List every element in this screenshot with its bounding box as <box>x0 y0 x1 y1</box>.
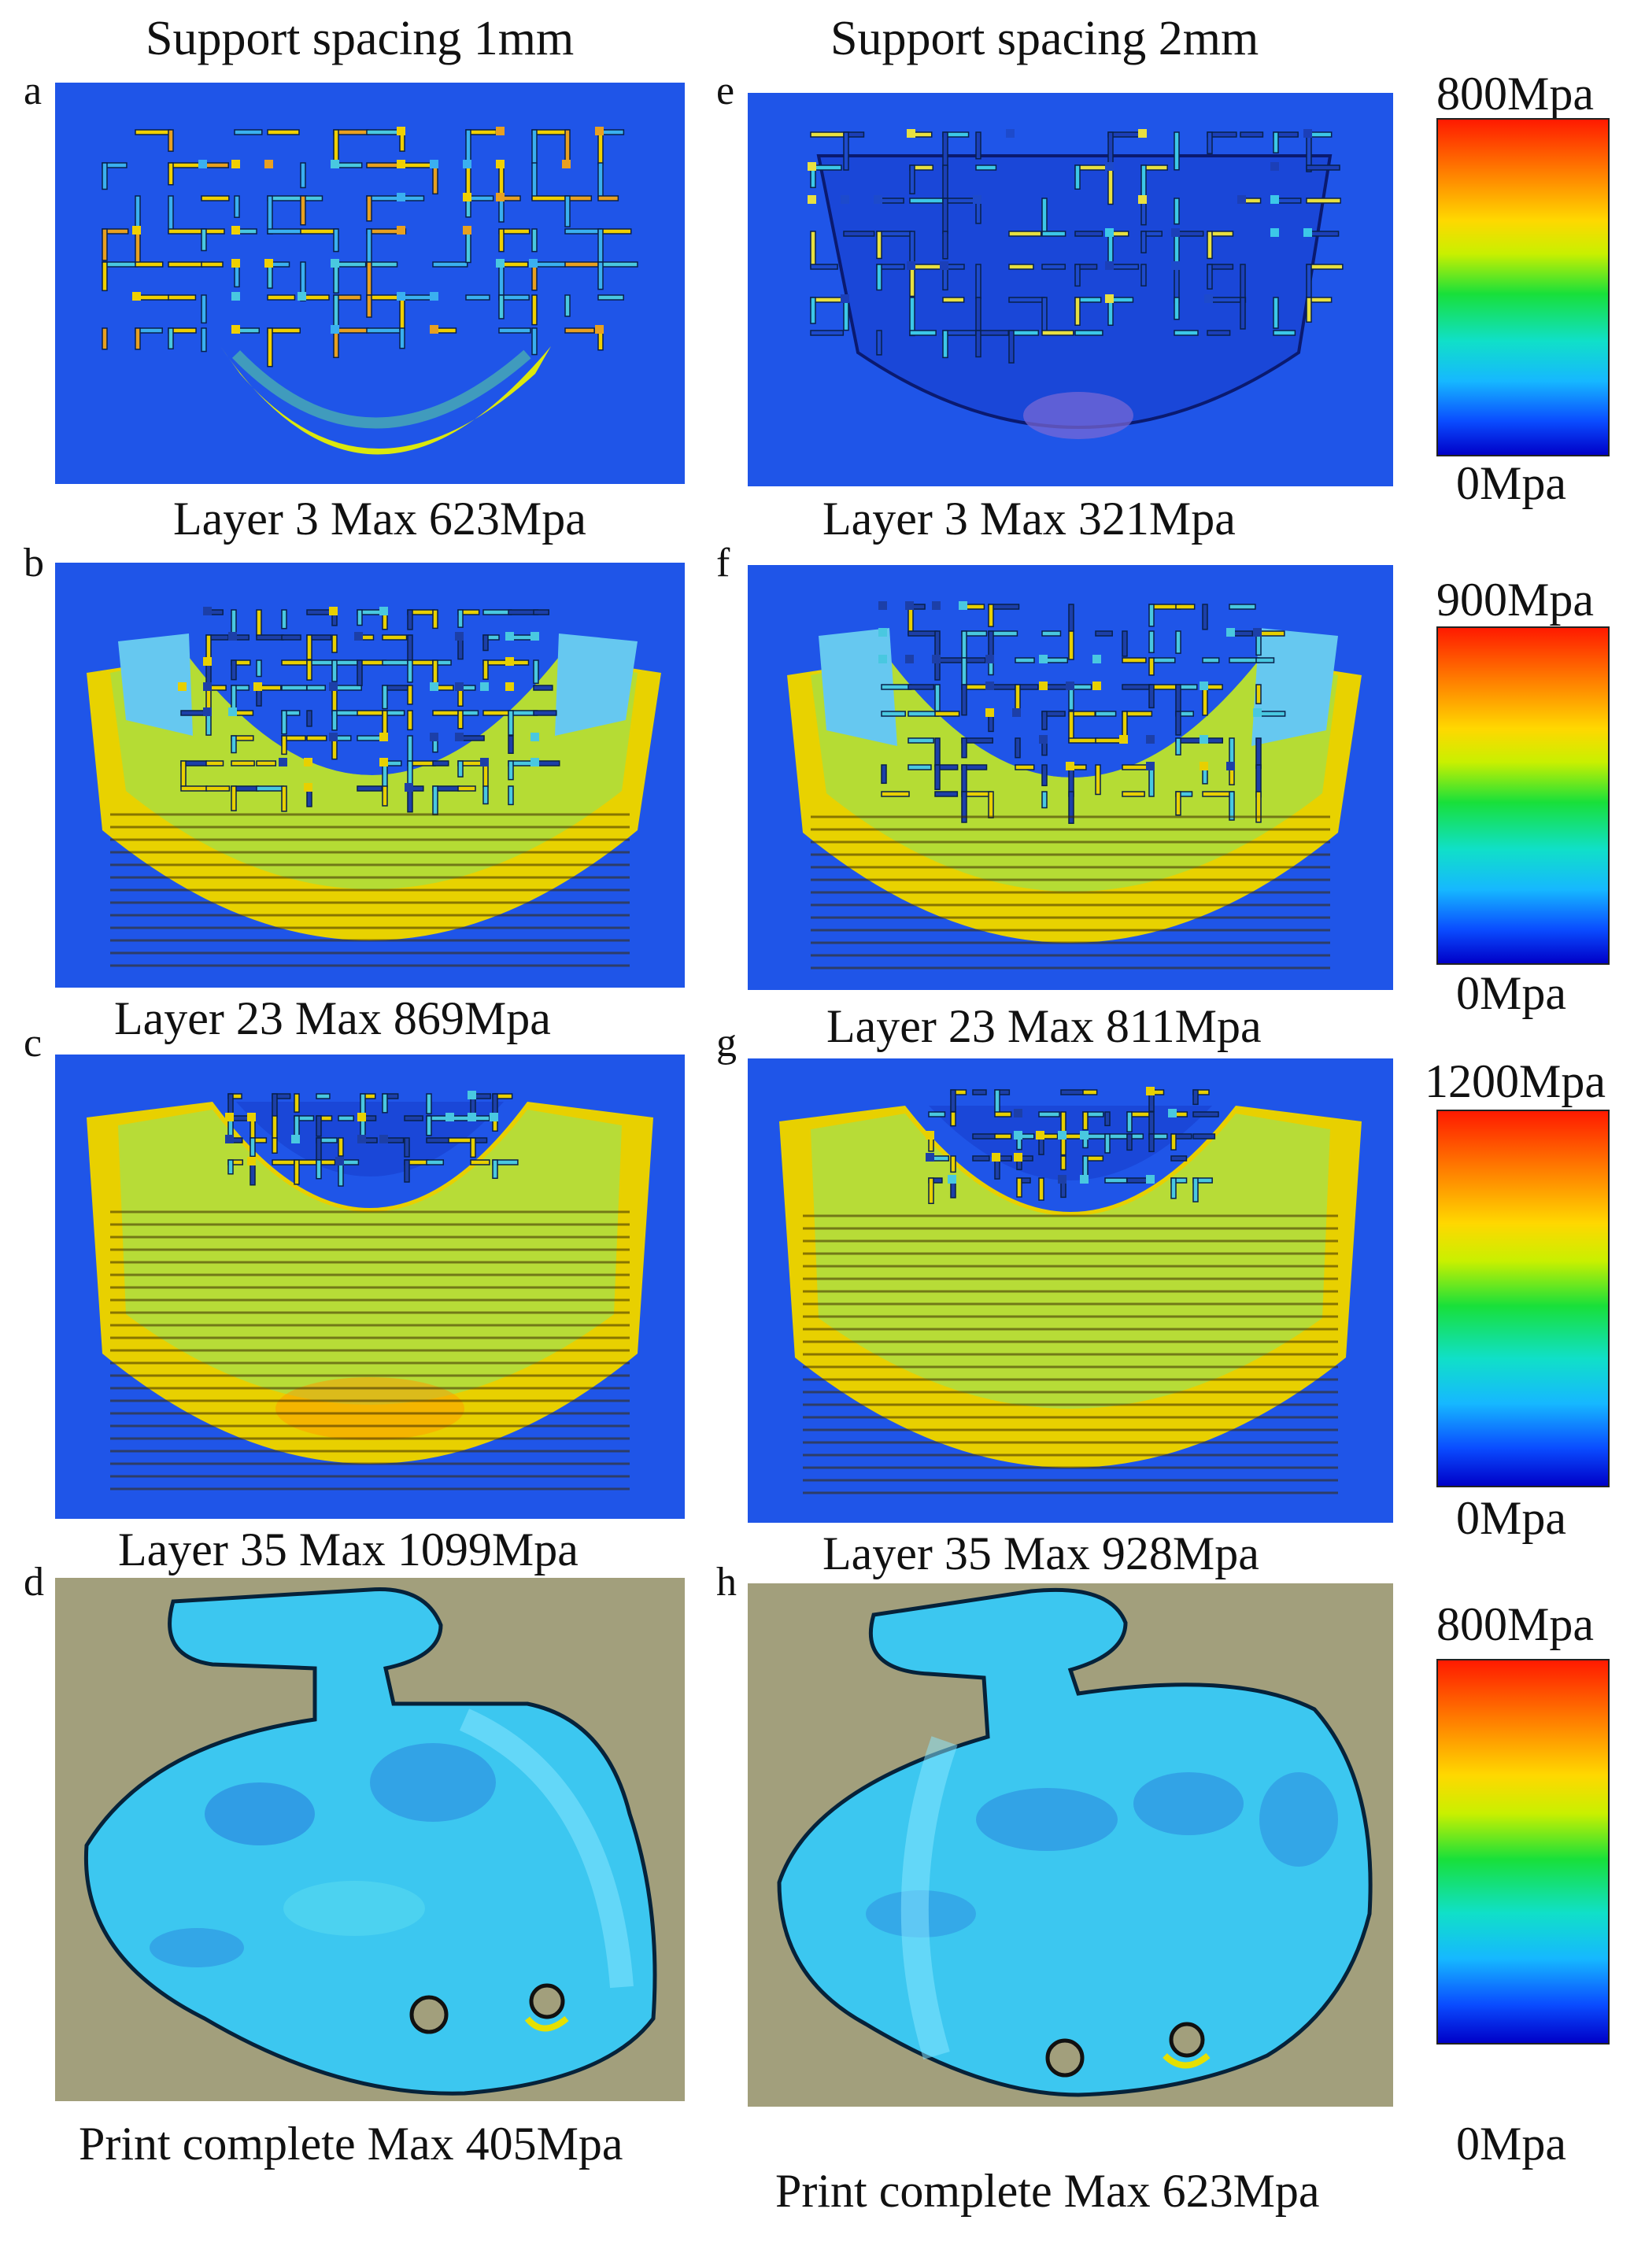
color-scale-2-bar <box>1436 626 1610 965</box>
panel-g-image <box>748 1058 1393 1523</box>
color-scale-1-min: 0Mpa <box>1456 457 1566 509</box>
caption-b: Layer 23 Max 869Mpa <box>114 992 551 1044</box>
panel-h-image <box>748 1583 1393 2107</box>
caption-f: Layer 23 Max 811Mpa <box>826 1000 1262 1052</box>
panel-label-h: h <box>716 1560 737 1605</box>
panel-label-b: b <box>24 541 44 585</box>
caption-h: Print complete Max 623Mpa <box>775 2165 1320 2217</box>
panel-b-image <box>55 563 685 988</box>
column-header-left: Support spacing 1mm <box>146 12 575 65</box>
color-scale-3-bar <box>1436 1110 1610 1487</box>
color-scale-4-max: 800Mpa <box>1436 1598 1594 1650</box>
panel-a-image <box>55 83 685 484</box>
color-scale-4-min: 0Mpa <box>1456 2118 1566 2170</box>
color-scale-4-bar <box>1436 1659 1610 2045</box>
color-scale-2-max: 900Mpa <box>1436 574 1594 626</box>
column-header-right: Support spacing 2mm <box>830 12 1259 65</box>
panel-c-image <box>55 1055 685 1519</box>
caption-a: Layer 3 Max 623Mpa <box>173 493 586 545</box>
panel-d-image <box>55 1578 685 2101</box>
caption-g: Layer 35 Max 928Mpa <box>823 1527 1259 1579</box>
color-scale-1-max: 800Mpa <box>1436 68 1594 120</box>
color-scale-2-min: 0Mpa <box>1456 967 1566 1019</box>
panel-label-d: d <box>24 1560 44 1605</box>
caption-d: Print complete Max 405Mpa <box>79 2118 623 2170</box>
color-scale-3-max: 1200Mpa <box>1425 1055 1606 1107</box>
panel-label-f: f <box>716 541 730 585</box>
panel-label-e: e <box>716 68 735 113</box>
panel-label-g: g <box>716 1021 737 1066</box>
panel-f-image <box>748 565 1393 990</box>
caption-e: Layer 3 Max 321Mpa <box>823 493 1236 545</box>
panel-label-a: a <box>24 68 43 113</box>
caption-c: Layer 35 Max 1099Mpa <box>118 1524 579 1575</box>
color-scale-3-min: 0Mpa <box>1456 1492 1566 1544</box>
panel-e-image <box>748 93 1393 486</box>
panel-label-c: c <box>24 1021 43 1066</box>
color-scale-1-bar <box>1436 118 1610 456</box>
